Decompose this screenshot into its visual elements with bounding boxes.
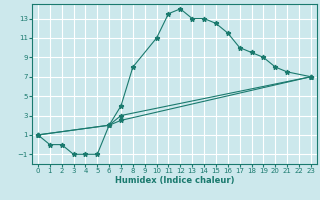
X-axis label: Humidex (Indice chaleur): Humidex (Indice chaleur) bbox=[115, 176, 234, 185]
